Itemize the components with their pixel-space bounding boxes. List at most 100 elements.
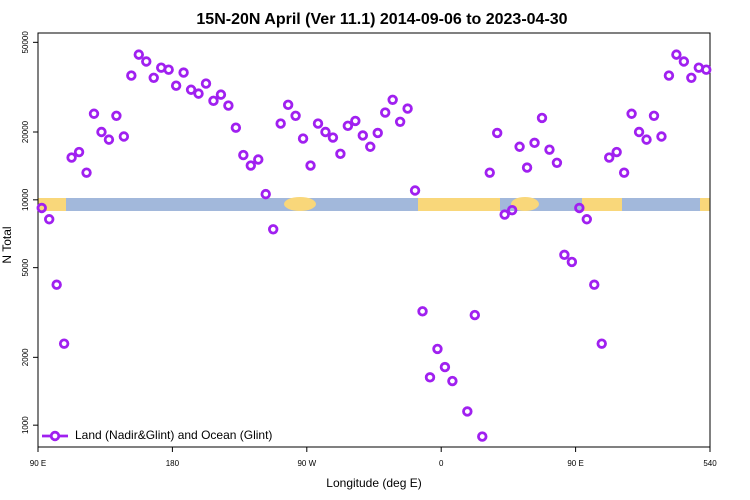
data-point: [253, 154, 264, 165]
data-point: [185, 84, 197, 95]
data-point: [148, 72, 159, 83]
data-point: [663, 70, 675, 81]
data-point: [365, 141, 376, 152]
land-strip: [511, 197, 539, 211]
data-point: [51, 279, 62, 290]
data-point: [58, 338, 70, 349]
y-tick-label: 1000: [21, 416, 30, 434]
data-point: [238, 149, 249, 161]
data-point: [66, 152, 77, 163]
data-point: [305, 160, 316, 171]
land-strip: [418, 198, 500, 211]
data-point: [566, 256, 578, 268]
y-tick-label: 10000: [21, 188, 30, 211]
data-point: [499, 209, 510, 220]
y-tick-label: 20000: [21, 120, 30, 143]
data-point: [193, 88, 204, 99]
x-tick-label: 90 E: [567, 459, 583, 468]
data-point: [514, 141, 525, 152]
data-point: [589, 279, 600, 290]
data-point: [111, 110, 122, 121]
data-point: [335, 148, 346, 160]
data-point: [618, 167, 630, 178]
data-point: [648, 110, 660, 121]
y-tick-label: 2000: [21, 348, 30, 366]
data-point: [208, 95, 219, 107]
data-point: [88, 108, 100, 119]
data-point: [394, 116, 406, 127]
data-point: [350, 115, 361, 127]
data-point: [604, 152, 615, 163]
data-point: [387, 94, 398, 105]
x-tick-label: 180: [166, 459, 180, 468]
data-point: [417, 306, 428, 317]
data-point: [200, 78, 212, 89]
data-point: [462, 406, 473, 417]
data-point: [260, 188, 271, 200]
data-point: [380, 107, 391, 118]
data-point: [141, 56, 152, 67]
data-point: [596, 338, 607, 349]
data-point: [544, 144, 555, 155]
data-point: [312, 118, 324, 129]
data-point: [290, 110, 301, 121]
data-point: [536, 112, 548, 124]
x-tick-label: 90 E: [30, 459, 46, 468]
legend-label: Land (Nadir&Glint) and Ocean (Glint): [75, 428, 272, 442]
data-point: [223, 100, 234, 111]
legend-marker: [49, 430, 61, 442]
data-point: [432, 343, 443, 355]
data-point: [402, 103, 413, 114]
y-tick-label: 50000: [21, 31, 30, 54]
data-point: [357, 130, 368, 141]
data-point: [477, 431, 488, 442]
data-point: [118, 131, 130, 142]
data-point: [81, 167, 92, 178]
x-tick-label: 90 W: [297, 459, 316, 468]
data-point: [641, 134, 652, 145]
data-point: [574, 202, 585, 214]
data-point: [551, 157, 563, 168]
data-point: [282, 99, 294, 111]
data-point: [484, 167, 495, 178]
data-point: [611, 146, 622, 158]
map-strip: [38, 197, 710, 211]
data-point: [424, 372, 436, 383]
data-point: [447, 375, 458, 387]
data-point: [268, 224, 279, 235]
data-point: [170, 80, 182, 91]
plot-frame: [37, 32, 711, 448]
data-point: [409, 185, 421, 196]
land-strip: [582, 198, 622, 211]
land-strip: [284, 197, 316, 211]
data-point: [320, 126, 331, 138]
land-strip: [700, 198, 710, 211]
data-point: [469, 309, 480, 321]
data-point: [521, 162, 533, 173]
data-point: [327, 132, 339, 143]
data-point: [529, 137, 540, 149]
data-point: [297, 133, 309, 144]
data-point: [133, 49, 144, 60]
data-point: [678, 56, 690, 67]
y-tick-label: 5000: [21, 258, 30, 276]
data-point: [126, 70, 137, 81]
data-point: [656, 131, 667, 142]
data-point: [36, 202, 47, 214]
chart-title: 15N-20N April (Ver 11.1) 2014-09-06 to 2…: [196, 11, 567, 28]
data-point: [178, 67, 189, 78]
data-point: [96, 126, 107, 138]
x-tick-label: 0: [439, 459, 444, 468]
data-point: [439, 361, 451, 373]
ocean-strip: [38, 198, 710, 211]
data-point: [342, 120, 354, 132]
data-point: [372, 127, 383, 139]
data-point: [230, 122, 242, 133]
x-axis-label: Longitude (deg E): [326, 476, 421, 490]
data-point: [633, 126, 645, 138]
data-point: [581, 214, 592, 225]
data-point: [701, 64, 712, 75]
